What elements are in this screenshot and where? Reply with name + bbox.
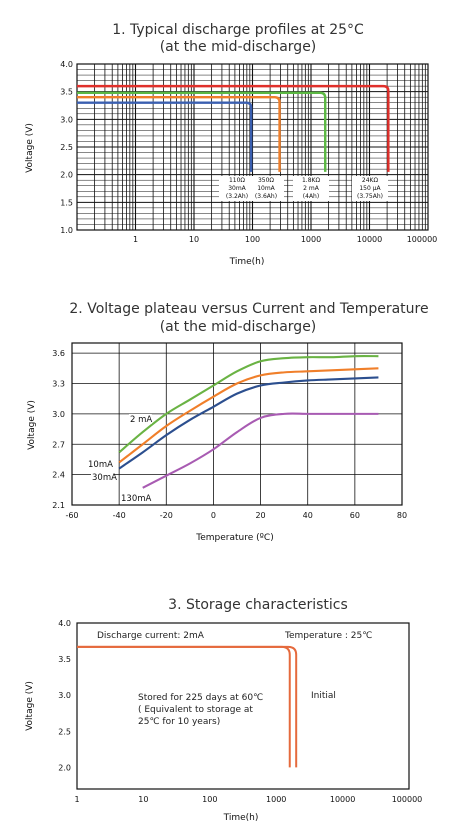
chart1-y-tick-label: 4.0	[60, 60, 73, 69]
chart1-series-line	[77, 96, 281, 172]
chart3-temperature-note: Temperature : 25℃	[284, 631, 372, 641]
chart2-x-tick-label: -60	[65, 511, 78, 520]
chart2-series-label: 2 mA	[130, 415, 152, 425]
chart1-x-axis-label: Time(h)	[229, 257, 265, 267]
discharge-profiles-chart: 1. Typical discharge profiles at 25°C (a…	[25, 22, 437, 267]
chart1-series-label: 350Ω	[258, 177, 274, 184]
chart3-stored-note: Stored for 225 days at 60℃	[138, 693, 263, 703]
chart1-series-label: 30mA	[228, 185, 246, 192]
chart3-stored-note: 25℃ for 10 years)	[138, 717, 220, 727]
chart3-y-tick-label: 4.0	[58, 619, 71, 628]
chart1-series-line	[77, 91, 327, 172]
chart2-y-tick-label: 3.0	[52, 410, 65, 419]
chart2-series-label: 30mA	[92, 473, 117, 483]
chart1-y-tick-label: 1.0	[60, 226, 73, 235]
chart2-x-tick-label: -20	[160, 511, 173, 520]
chart3-plot-frame	[76, 622, 410, 790]
chart3-stored-note: ( Equivalent to storage at	[138, 705, 253, 715]
chart2-label-bg	[91, 472, 114, 482]
chart3-x-tick-label: 1	[74, 795, 79, 804]
chart1-series-label: 24KΩ	[362, 177, 379, 184]
chart2-y-tick-label: 2.7	[52, 440, 65, 449]
chart1-y-tick-label: 2.0	[60, 171, 73, 180]
chart2-y-tick-label: 3.6	[52, 349, 65, 358]
chart2-subtitle: (at the mid-discharge)	[160, 319, 317, 335]
chart1-series-label: (4Ah)	[303, 193, 319, 200]
chart2-y-tick-label: 2.1	[52, 501, 65, 510]
chart3-y-tick-label: 3.5	[58, 655, 71, 664]
chart2-label-bg	[87, 459, 110, 469]
chart2-label-bg	[120, 493, 148, 503]
chart3-x-axis-label: Time(h)	[223, 813, 259, 823]
chart1-y-axis-label: Voltage (V)	[25, 123, 35, 173]
chart2-x-tick-label: 0	[211, 511, 216, 520]
chart1-label-bg	[352, 176, 388, 201]
chart1-x-tick-label: 1000	[301, 235, 321, 244]
chart3-x-tick-label: 100	[202, 795, 217, 804]
chart3-y-tick-label: 3.0	[58, 691, 71, 700]
chart2-title: 2. Voltage plateau versus Current and Te…	[69, 301, 428, 317]
chart1-x-tick-label: 10	[189, 235, 199, 244]
chart1-series-label: (3.2Ah)	[226, 193, 248, 200]
chart2-plot-frame	[71, 342, 403, 506]
chart2-x-tick-label: 80	[397, 511, 407, 520]
chart1-series-label: 110Ω	[229, 177, 245, 184]
chart3-series-line	[77, 645, 298, 768]
chart1-title: 1. Typical discharge profiles at 25°C	[112, 22, 364, 38]
chart1-series-line	[77, 101, 253, 172]
chart1-series-label: (3.75Ah)	[357, 193, 383, 200]
chart1-series-label: 150 μA	[359, 185, 381, 192]
chart2-series-line	[118, 355, 379, 454]
chart3-y-tick-label: 2.5	[58, 727, 71, 736]
chart3-title: 3. Storage characteristics	[168, 597, 348, 613]
chart1-series-label: 2 mA	[303, 185, 320, 192]
chart1-x-tick-label: 10000	[357, 235, 382, 244]
chart2-series-line	[142, 412, 379, 489]
chart1-y-tick-label: 3.5	[60, 88, 73, 97]
chart1-series-label: (3.6Ah)	[255, 193, 277, 200]
chart3-y-axis-label: Voltage (V)	[25, 681, 35, 731]
chart1-subtitle: (at the mid-discharge)	[160, 39, 317, 55]
chart1-series-label: 10mA	[257, 185, 275, 192]
chart2-y-tick-label: 3.3	[52, 380, 65, 389]
chart2-series-label: 10mA	[88, 460, 113, 470]
chart3-discharge-current-note: Discharge current: 2mA	[97, 631, 205, 641]
chart3-x-tick-label: 100000	[392, 795, 423, 804]
chart2-label-bg	[129, 414, 152, 424]
chart2-series-line	[118, 367, 379, 464]
voltage-plateau-chart: 2. Voltage plateau versus Current and Te…	[27, 301, 429, 543]
chart1-y-tick-label: 2.5	[60, 143, 73, 152]
chart3-x-tick-label: 10000	[330, 795, 355, 804]
chart2-x-tick-label: -40	[113, 511, 126, 520]
chart1-y-tick-label: 3.0	[60, 115, 73, 124]
chart2-y-axis-label: Voltage (V)	[27, 400, 37, 450]
chart1-label-bg	[293, 176, 329, 201]
chart1-y-tick-label: 1.5	[60, 198, 73, 207]
chart2-x-tick-label: 20	[255, 511, 265, 520]
chart3-x-tick-label: 10	[138, 795, 148, 804]
chart1-series-label: 1.8KΩ	[302, 177, 320, 184]
chart1-x-tick-label: 1	[133, 235, 138, 244]
chart3-initial-label: Initial	[311, 691, 336, 701]
chart1-x-tick-label: 100	[245, 235, 260, 244]
chart1-label-bg	[248, 176, 284, 201]
storage-characteristics-chart: 3. Storage characteristics 1 10 100 1000 100…	[25, 597, 422, 823]
chart2-series-label: 130mA	[121, 494, 152, 504]
chart2-series-line	[118, 376, 379, 470]
chart1-series-line	[77, 84, 390, 172]
chart3-x-tick-label: 1000	[266, 795, 286, 804]
chart2-x-tick-label: 40	[303, 511, 313, 520]
chart3-y-tick-label: 2.0	[58, 763, 71, 772]
chart2-y-tick-label: 2.4	[52, 471, 65, 480]
chart1-x-tick-label: 100000	[407, 235, 438, 244]
chart2-x-tick-label: 60	[350, 511, 360, 520]
chart2-x-axis-label: Temperature (ºC)	[195, 533, 273, 543]
